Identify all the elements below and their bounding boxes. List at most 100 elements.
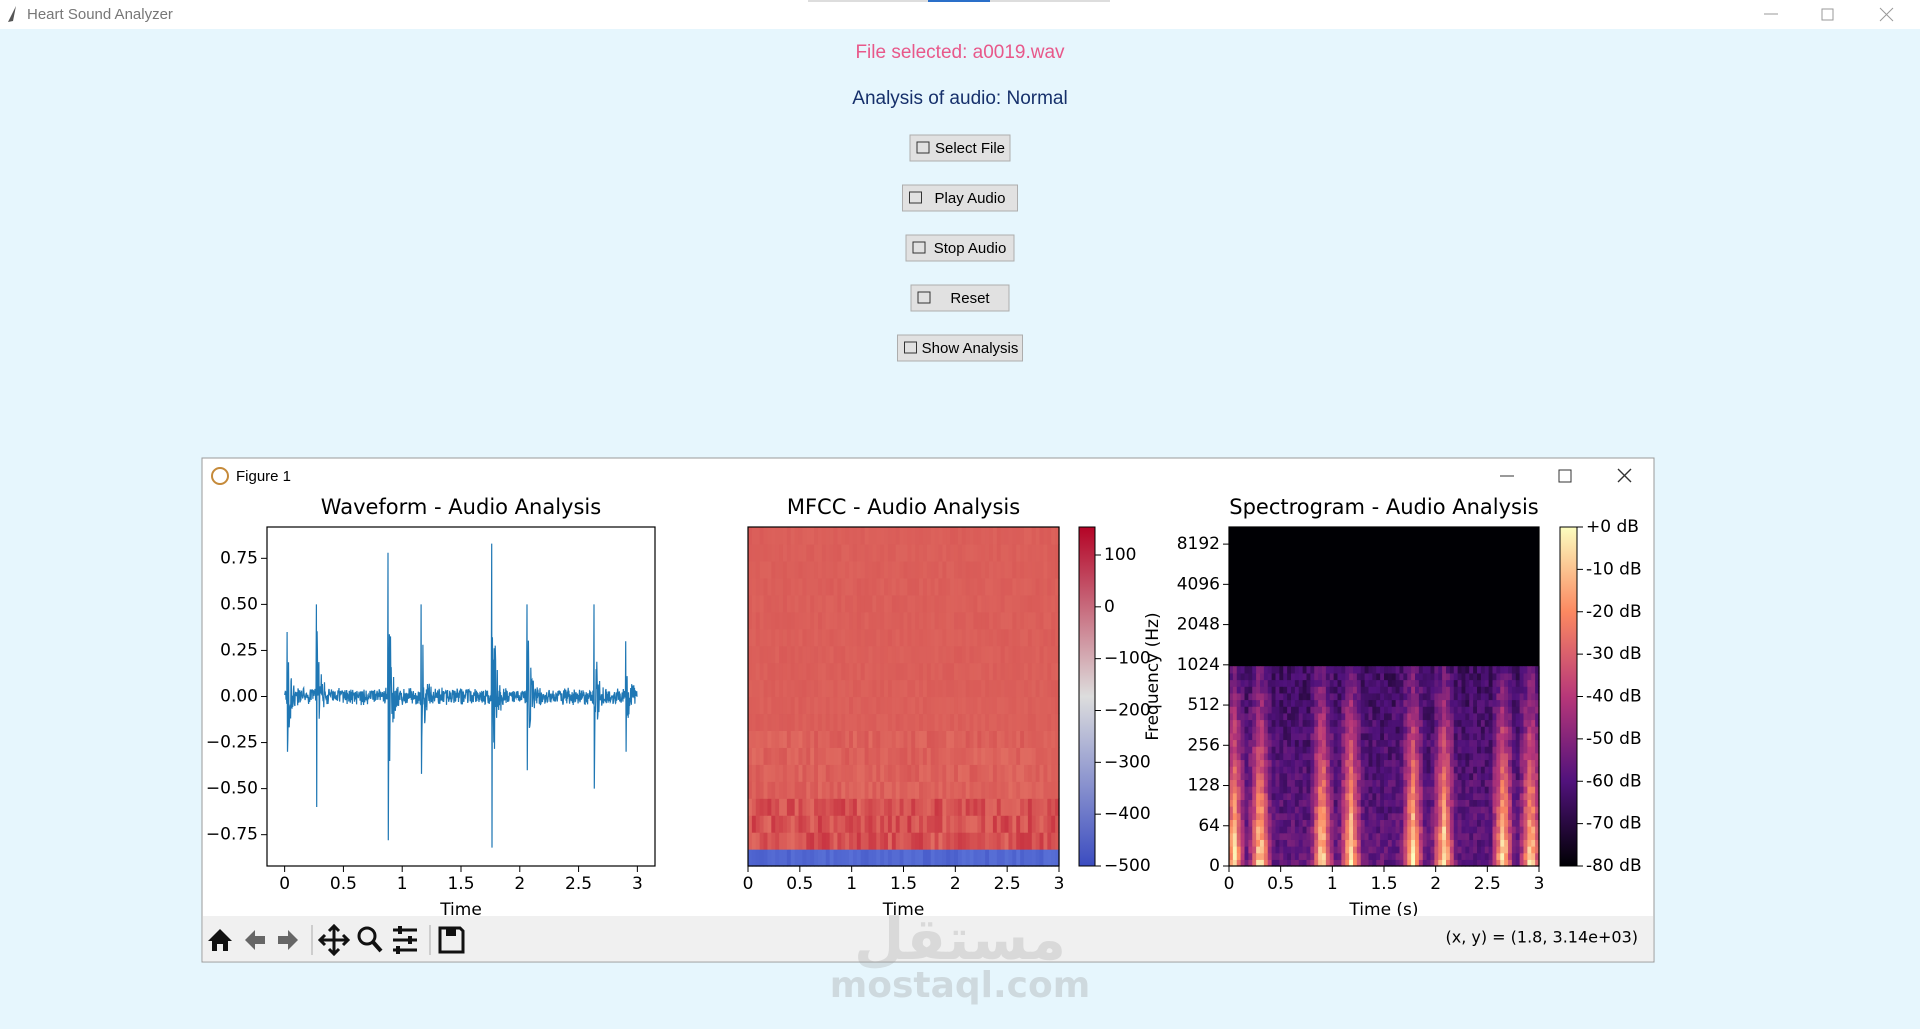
mfcc-cell — [942, 679, 947, 698]
spectrogram-cell — [1403, 826, 1408, 834]
spectrogram-cell — [1480, 772, 1486, 781]
mfcc-cell — [942, 696, 947, 715]
mfcc-cell — [1035, 628, 1041, 647]
mfcc-cell — [790, 645, 796, 664]
spectrogram-cell — [1519, 819, 1525, 827]
spectrogram-cell — [1275, 859, 1280, 867]
mfcc-cell — [864, 747, 870, 765]
save-tool[interactable] — [438, 926, 465, 954]
button[interactable]: Reset — [910, 284, 1010, 312]
figure-maximize[interactable] — [1558, 469, 1572, 483]
spectrogram-cell — [1391, 779, 1397, 787]
mfcc-cell — [1024, 747, 1029, 765]
figure-close[interactable] — [1617, 468, 1632, 483]
mfcc-cell — [942, 815, 947, 833]
spectrogram-cell — [1287, 732, 1292, 741]
spectrogram-cell — [1298, 726, 1304, 734]
spectrogram-cell — [1372, 712, 1377, 721]
spectrogram-cell — [1496, 839, 1501, 847]
spectrogram-cell — [1496, 852, 1501, 860]
button[interactable]: Stop Audio — [905, 234, 1015, 262]
mfcc-cell — [1035, 543, 1041, 562]
spectrogram-cell — [1391, 839, 1397, 847]
spectrogram-cell — [1376, 672, 1381, 681]
spectrogram-cell — [1403, 672, 1408, 681]
spectrogram-cell — [1391, 752, 1397, 761]
mfcc-cell — [903, 594, 908, 613]
mfcc-cell — [817, 764, 823, 782]
mfcc-cell — [884, 730, 889, 748]
spectrogram-cell — [1508, 719, 1513, 727]
spectrogram-cell — [1356, 812, 1362, 820]
x-tick-label: 2.5 — [565, 874, 592, 894]
button[interactable]: Show Analysis — [897, 334, 1023, 362]
spectrogram-cell — [1535, 692, 1540, 701]
spectrogram-cell — [1453, 859, 1459, 867]
zoom-tool[interactable] — [357, 926, 377, 946]
spectrogram-cell — [1337, 772, 1342, 781]
mfcc-cell — [996, 560, 1002, 579]
spectrogram-cell — [1232, 726, 1238, 734]
spectrogram-cell — [1380, 672, 1385, 681]
spectrogram-cell — [1349, 799, 1354, 807]
spectrogram-cell — [1418, 819, 1424, 827]
mfcc-cell — [856, 696, 862, 715]
spectrogram-cell — [1399, 852, 1404, 860]
mfcc-cell — [868, 849, 873, 867]
spectrogram-cell — [1465, 739, 1470, 747]
restore-button[interactable] — [1821, 8, 1834, 21]
spectrogram-cell — [1345, 792, 1350, 800]
spectrogram-cell — [1356, 772, 1362, 781]
spectrogram-cell — [1252, 799, 1257, 807]
spectrogram-cell — [1422, 799, 1428, 807]
spectrogram-cell — [1395, 732, 1401, 741]
spectrogram-cell — [1349, 839, 1354, 847]
spectrogram-cell — [1430, 819, 1435, 827]
spectrogram-cell — [1391, 826, 1397, 834]
mfcc-cell — [895, 747, 901, 765]
spectrogram-cell — [1256, 726, 1261, 734]
mfcc-cell — [821, 662, 827, 681]
spectrogram-cell — [1477, 679, 1482, 687]
mfcc-cell — [946, 849, 951, 867]
close-button[interactable] — [1879, 7, 1894, 22]
mfcc-cell — [849, 815, 854, 833]
mfcc-cell — [911, 543, 916, 562]
back-tool[interactable] — [245, 930, 265, 950]
spectrogram-cell — [1271, 752, 1277, 761]
spectrogram-cell — [1263, 666, 1269, 674]
spectrogram-cell — [1387, 692, 1393, 701]
home-tool[interactable] — [208, 929, 232, 951]
spectrogram-cell — [1298, 719, 1304, 727]
button[interactable]: Select File — [909, 134, 1011, 162]
mfcc-cell — [965, 560, 971, 579]
mfcc-cell — [833, 611, 839, 630]
spectrogram-cell — [1291, 859, 1296, 867]
mfcc-cell — [821, 594, 827, 613]
spectrogram-cell — [1527, 699, 1532, 707]
mfcc-cell — [876, 747, 881, 765]
spectrogram-cell — [1240, 812, 1246, 820]
spectrogram-cell — [1341, 719, 1346, 727]
mfcc-cell — [759, 662, 765, 681]
spectrogram-cell — [1248, 786, 1253, 794]
mfcc-cell — [1035, 798, 1041, 816]
mfcc-cell — [915, 560, 920, 579]
mfcc-cell — [821, 577, 827, 596]
spectrogram-cell — [1496, 792, 1501, 800]
y-tick-label: 64 — [1198, 816, 1220, 836]
pan-tool[interactable] — [317, 923, 351, 957]
spectrogram-cell — [1496, 799, 1501, 807]
button[interactable]: Play Audio — [902, 184, 1018, 212]
spectrogram-cell — [1294, 839, 1300, 847]
spectrogram-cell — [1294, 846, 1300, 854]
spectrogram-cell — [1248, 806, 1253, 814]
mfcc-cell — [872, 560, 877, 579]
spectrogram-cell — [1515, 712, 1521, 721]
forward-tool[interactable] — [278, 930, 298, 950]
spectrogram-cell — [1298, 779, 1304, 787]
mfcc-cell — [782, 543, 788, 562]
spectrogram-cell — [1275, 759, 1280, 767]
spectrogram-cell — [1418, 692, 1424, 701]
mfcc-cell — [755, 577, 761, 596]
